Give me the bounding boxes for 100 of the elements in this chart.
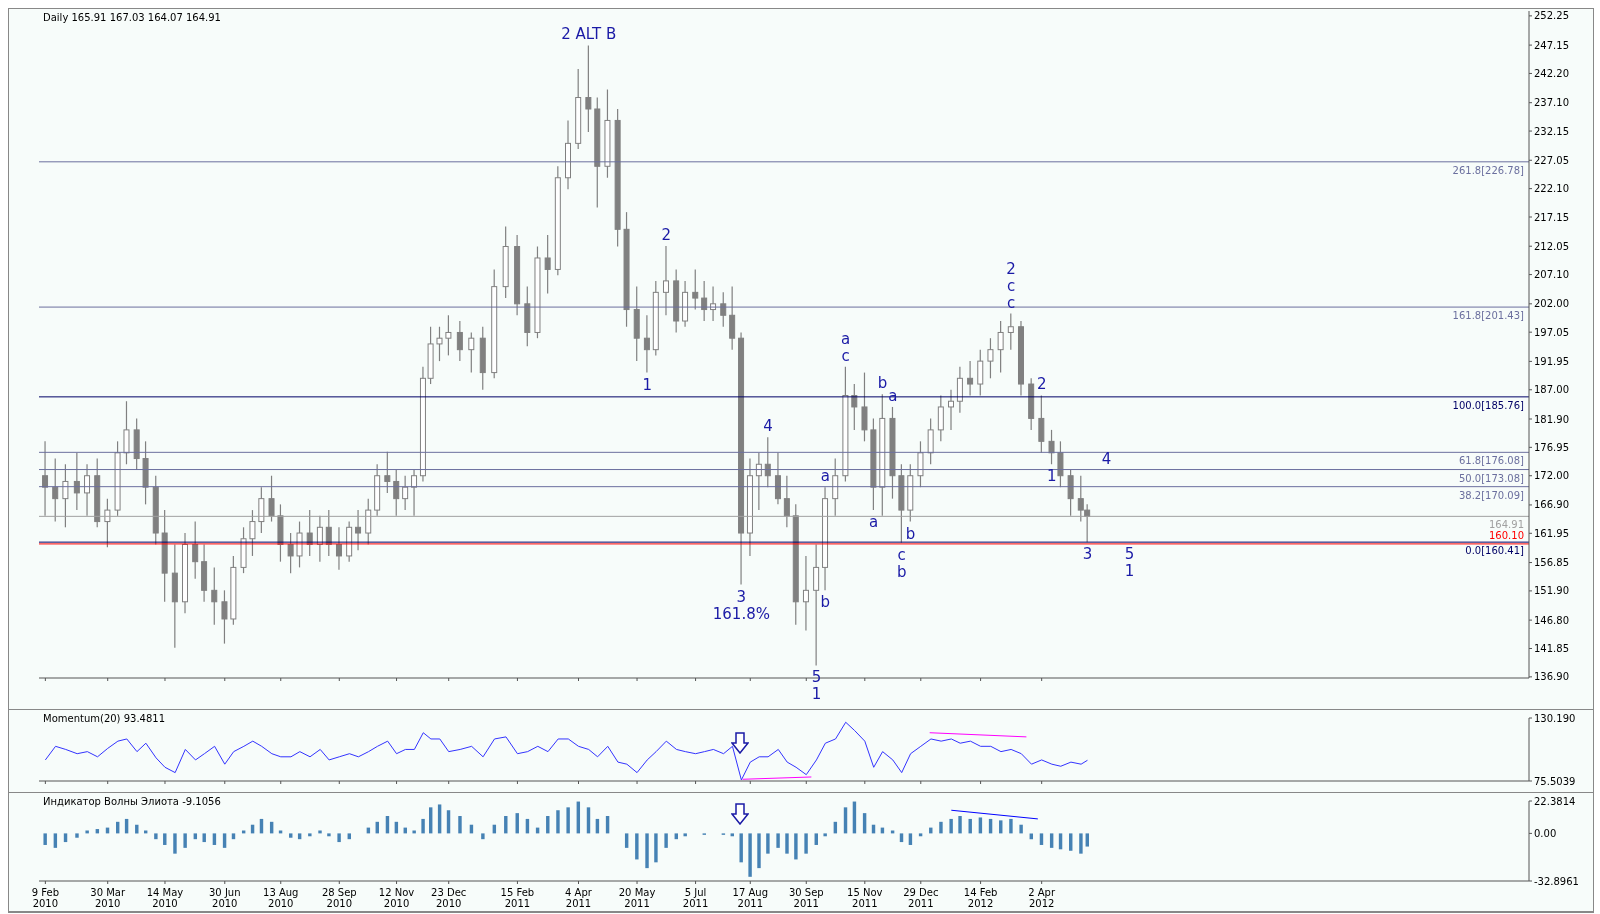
bar [327, 833, 331, 837]
bar [1069, 833, 1073, 851]
bar [241, 830, 246, 834]
annotation: 1 [1124, 562, 1135, 581]
bar [899, 833, 904, 843]
candlestick [42, 440, 49, 517]
annotation: a [869, 513, 879, 532]
candlestick [436, 326, 443, 362]
x-tick-label: 17 Aug 2011 [732, 887, 768, 909]
annotation: b [877, 374, 888, 393]
annotation: b [896, 562, 907, 581]
candlestick [335, 526, 342, 571]
candlestick [783, 475, 790, 528]
candlestick [445, 314, 452, 356]
x-tick-label: 13 Aug 2010 [263, 887, 299, 909]
candlestick [956, 366, 963, 414]
y-tick-label: 212.05 [1534, 240, 1569, 252]
y-tick-label: 161.95 [1534, 527, 1569, 539]
ref-line-label: 0.0[160.41] [1465, 545, 1525, 557]
bar [566, 807, 570, 834]
candlestick [258, 486, 265, 534]
x-tick-label: 14 Feb 2012 [963, 887, 998, 909]
y-tick-label: 202.00 [1534, 298, 1569, 310]
y-tick-label: 151.90 [1534, 585, 1569, 597]
candlestick [1038, 394, 1045, 454]
ref-line-label: 38.2[170.09] [1458, 489, 1525, 501]
y-tick-label: 242.20 [1534, 68, 1569, 80]
bar [757, 833, 761, 869]
annotation: 3 [1082, 545, 1093, 564]
candlestick [997, 320, 1004, 374]
bar [674, 833, 679, 840]
bar [1019, 824, 1023, 834]
candlestick [967, 360, 974, 397]
candlestick [1048, 429, 1055, 465]
annotation: 2 [661, 225, 672, 244]
candlestick [84, 463, 91, 517]
x-tick-label: 15 Feb 2011 [500, 887, 535, 909]
bar [1049, 833, 1054, 848]
bar [739, 833, 743, 863]
bar [1039, 833, 1044, 845]
bar [183, 833, 187, 848]
bar [766, 833, 770, 854]
bar [635, 833, 639, 860]
annotation: 2 ALT B [561, 25, 617, 44]
annotation: b [820, 593, 831, 612]
ref-line-label: 50.0[173.08] [1458, 472, 1525, 484]
candlestick [774, 452, 781, 505]
annotation: 4 [1101, 449, 1112, 468]
candlestick [1067, 469, 1074, 517]
candlestick [355, 509, 362, 551]
annotation: a [820, 467, 830, 486]
candlestick [411, 469, 418, 517]
bar [212, 833, 217, 845]
y-tick-label: 222.10 [1534, 183, 1569, 195]
candlestick [987, 337, 994, 379]
bar [1009, 818, 1013, 834]
annotation: b [905, 524, 916, 543]
y-tick-label: 172.00 [1534, 470, 1569, 482]
ref-line-label: 100.0[185.76] [1452, 399, 1525, 411]
annotation: c [1007, 276, 1016, 295]
annotation: 2 [1006, 259, 1016, 278]
bar [556, 810, 560, 834]
candlestick [268, 475, 275, 523]
y-tick-label: 252.25 [1534, 10, 1569, 22]
annotation: c [897, 545, 906, 564]
candlestick [393, 469, 400, 517]
annotation: 5 [1124, 545, 1135, 564]
candlestick [692, 268, 699, 311]
y-tick-label: 237.10 [1534, 97, 1569, 109]
candlestick [287, 532, 294, 574]
ref-line-label: 161.8[201.43] [1452, 310, 1525, 322]
candlestick [927, 417, 934, 465]
bar [481, 833, 485, 840]
ref-line-label: 61.8[176.08] [1458, 455, 1525, 467]
ref-line-label: 164.91 [1489, 519, 1524, 531]
candlestick [249, 509, 256, 557]
chart-title: Momentum(20) 93.4811 [43, 713, 166, 724]
y-tick-label: 75.5039 [1534, 775, 1576, 787]
y-tick-label: 197.05 [1534, 326, 1569, 338]
chart-title: Daily 165.91 167.03 164.07 164.91 [43, 12, 221, 23]
bar [504, 816, 508, 834]
candlestick [977, 349, 984, 397]
bar [231, 833, 236, 840]
bar [75, 833, 79, 838]
candlestick [384, 451, 391, 494]
bar [645, 833, 649, 869]
bar [143, 830, 148, 834]
candlestick [585, 44, 592, 133]
y-tick-label: 130.190 [1534, 712, 1576, 724]
x-tick-label: 5 Jul 2011 [682, 887, 709, 909]
bar [624, 833, 629, 848]
bar [347, 833, 351, 840]
bar [135, 824, 139, 834]
candlestick [832, 457, 839, 517]
candlestick [1057, 440, 1064, 488]
candlestick [104, 498, 111, 548]
candlestick [813, 543, 820, 666]
bar [823, 833, 827, 837]
x-tick-label: 23 Dec 2010 [431, 887, 467, 909]
annotation: 161.8% [712, 604, 770, 623]
